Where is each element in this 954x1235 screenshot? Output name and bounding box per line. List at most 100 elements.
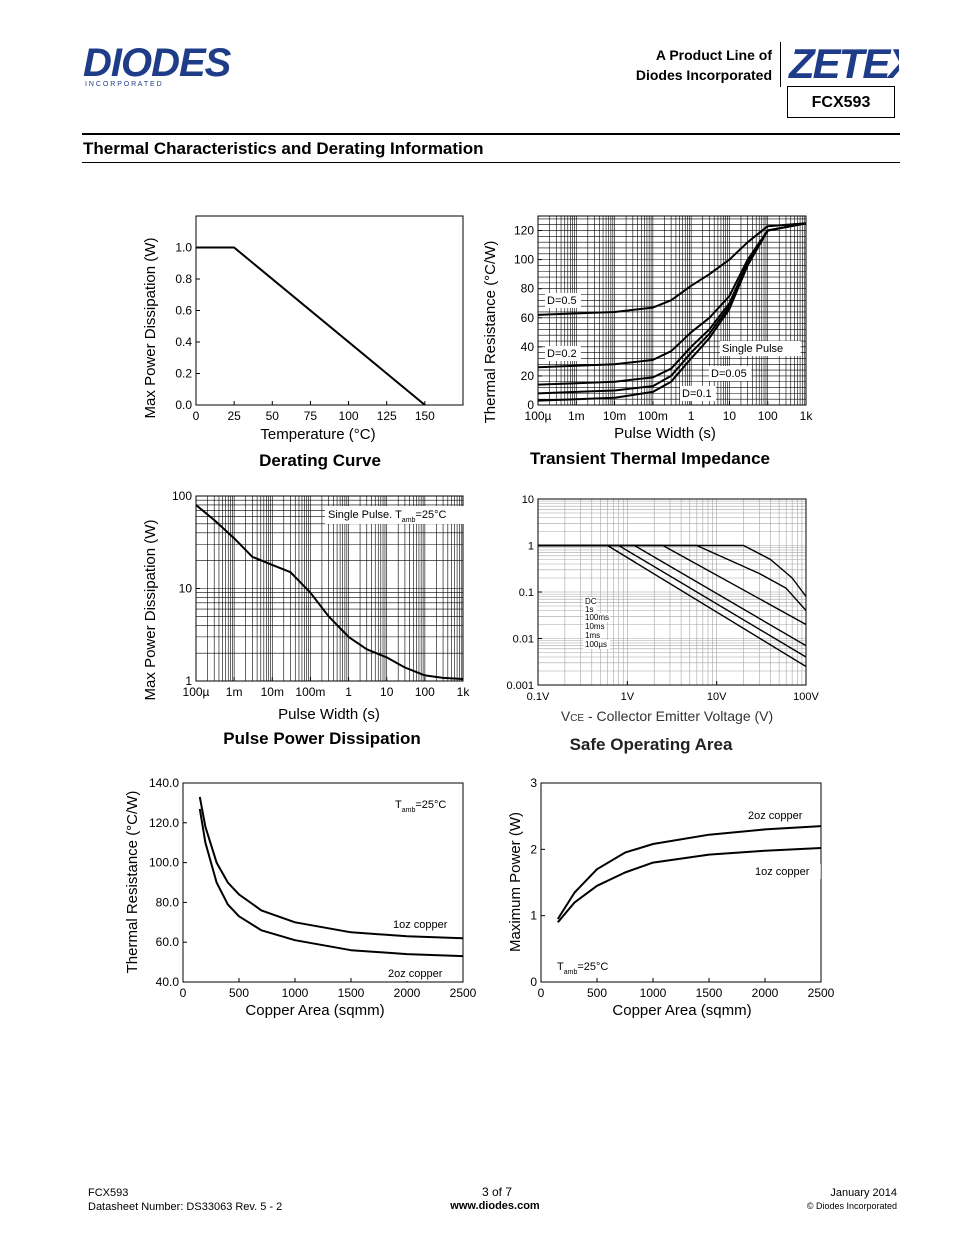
footer-datasheet-number: Datasheet Number: DS33063 Rev. 5 - 2 bbox=[88, 1201, 283, 1213]
y-tick-label: 1 bbox=[530, 909, 537, 923]
series-line bbox=[537, 222, 807, 316]
y-tick-label: 120 bbox=[514, 224, 534, 238]
chart-grid bbox=[537, 499, 806, 686]
series-label-bg bbox=[545, 293, 581, 308]
annotation-tail: =25°C bbox=[415, 799, 446, 811]
x-tick-label: 1 bbox=[688, 409, 695, 423]
chart-title: Derating Curve bbox=[259, 451, 381, 470]
x-tick-label: 100 bbox=[339, 409, 359, 423]
section-rule bbox=[82, 162, 900, 163]
header-divider bbox=[780, 42, 781, 87]
y-tick-label: 120.0 bbox=[149, 816, 179, 830]
y-tick-label: 3 bbox=[530, 776, 537, 790]
series-line bbox=[196, 246, 426, 406]
chart-pulse-power: 100µ 1m 10m 100m 1 10 100 1k 1 10 100 Pulse Width (… bbox=[142, 489, 471, 748]
series-label: 1oz copper bbox=[393, 919, 448, 931]
series-label-bg bbox=[583, 597, 597, 606]
x-tick-label: 0.1V bbox=[527, 691, 550, 703]
footer-date: January 2014 bbox=[830, 1187, 897, 1199]
part-number-box: FCX593 bbox=[787, 86, 895, 118]
y-tick-label: 0.1 bbox=[519, 587, 534, 599]
y-tick-label: 140.0 bbox=[149, 776, 179, 790]
zetex-wordmark: ZETEX bbox=[788, 40, 899, 84]
x-tick-label: 2500 bbox=[450, 986, 477, 1000]
series-line bbox=[195, 504, 464, 680]
x-tick-label: 100 bbox=[758, 409, 778, 423]
series-line bbox=[538, 544, 807, 658]
y-tick-label: 0.4 bbox=[175, 335, 192, 349]
y-tick-label: 10 bbox=[179, 582, 193, 596]
logo-wordmark: DIODES bbox=[83, 41, 232, 85]
x-tick-label: 100V bbox=[793, 691, 819, 703]
x-tick-label: 2500 bbox=[808, 986, 835, 1000]
series-label-bg bbox=[386, 966, 454, 981]
logo-subtitle: I N C O R P O R A T E D bbox=[85, 81, 162, 88]
series-label-bg bbox=[583, 622, 606, 631]
product-line-label: A Product Line of bbox=[655, 47, 772, 63]
annotation-sub: amb bbox=[402, 517, 416, 524]
series-label-bg bbox=[583, 605, 597, 614]
x-tick-label: 0 bbox=[180, 986, 187, 1000]
annotation-main: T bbox=[395, 799, 402, 811]
y-tick-label: 0.001 bbox=[506, 680, 534, 692]
x-tick-label: 0 bbox=[538, 986, 545, 1000]
x-tick-label: 1000 bbox=[640, 986, 667, 1000]
x-tick-label: 2000 bbox=[752, 986, 779, 1000]
y-tick-label: 60 bbox=[521, 311, 535, 325]
series-label-bg bbox=[583, 640, 611, 649]
y-tick-label: 0.6 bbox=[175, 304, 192, 318]
y-tick-label: 40 bbox=[521, 340, 535, 354]
annotation-main: T bbox=[557, 961, 564, 973]
chart-grid bbox=[537, 216, 806, 406]
x-tick-label: 50 bbox=[266, 409, 280, 423]
x-tick-label: 25 bbox=[227, 409, 241, 423]
y-tick-label: 0 bbox=[530, 975, 537, 989]
x-tick-label: 500 bbox=[587, 986, 607, 1000]
footer-website: www.diodes.com bbox=[450, 1200, 540, 1212]
plot-frame bbox=[195, 215, 464, 406]
series-line bbox=[537, 222, 807, 402]
series-label-bg bbox=[720, 341, 801, 356]
annotation: Tamb=25°C bbox=[395, 799, 446, 814]
plot-frame bbox=[182, 782, 464, 983]
series-label-bg bbox=[680, 386, 716, 401]
x-tick-label: 1 bbox=[345, 685, 352, 699]
series-label: 2oz copper bbox=[748, 810, 803, 822]
annotation-main: Single Pulse. T bbox=[328, 509, 402, 521]
x-axis-label: Pulse Width (s) bbox=[614, 425, 716, 442]
series-label: 100µs bbox=[585, 640, 607, 649]
annotation: Tamb=25°C bbox=[557, 961, 608, 976]
series-label-bg bbox=[753, 864, 821, 879]
chart-derating: 0 25 50 75 100 125 150 0.0 0.2 0.4 0.6 0.8 1.0 Temper… bbox=[142, 215, 464, 470]
y-tick-label: 100 bbox=[514, 253, 534, 267]
x-tick-label: 100 bbox=[415, 685, 435, 699]
series-label: 10ms bbox=[585, 622, 605, 631]
x-axis-label-rest: - Collector Emitter Voltage (V) bbox=[584, 708, 773, 724]
y-tick-label: 100.0 bbox=[149, 856, 179, 870]
annotation-sub: amb bbox=[564, 969, 578, 976]
y-tick-label: 1 bbox=[528, 541, 534, 553]
y-axis-label: Max Power Dissipation (W) bbox=[142, 520, 159, 701]
zetex-logo: ZETEX bbox=[788, 40, 899, 84]
chart-transient: 100µ 1m 10m 100m 1 10 100 1k 0 20 40 60 80 100 120 Puls… bbox=[482, 215, 814, 468]
y-tick-label: 0.0 bbox=[175, 398, 192, 412]
x-tick-label: 2000 bbox=[394, 986, 421, 1000]
section-title: Thermal Characteristics and Derating Inf… bbox=[83, 139, 484, 158]
x-tick-label: 1k bbox=[457, 685, 471, 699]
y-tick-label: 1 bbox=[185, 674, 192, 688]
y-axis-label: Maximum Power (W) bbox=[507, 812, 524, 952]
x-axis-label: Temperature (°C) bbox=[260, 426, 375, 443]
x-tick-label: 1V bbox=[621, 691, 635, 703]
series-line bbox=[198, 796, 464, 940]
chart-title: Safe Operating Area bbox=[570, 735, 733, 754]
x-tick-label: 1m bbox=[226, 685, 243, 699]
series-label-bg bbox=[545, 346, 581, 361]
y-axis-label: Thermal Resistance (°C/W) bbox=[482, 241, 499, 424]
series-label: 1ms bbox=[585, 631, 600, 640]
y-tick-label: 80 bbox=[521, 282, 535, 296]
y-tick-label: 20 bbox=[521, 369, 535, 383]
x-tick-label: 100m bbox=[638, 409, 668, 423]
x-tick-label: 0 bbox=[193, 409, 200, 423]
series-label-bg bbox=[709, 366, 752, 381]
x-tick-label: 1k bbox=[800, 409, 814, 423]
